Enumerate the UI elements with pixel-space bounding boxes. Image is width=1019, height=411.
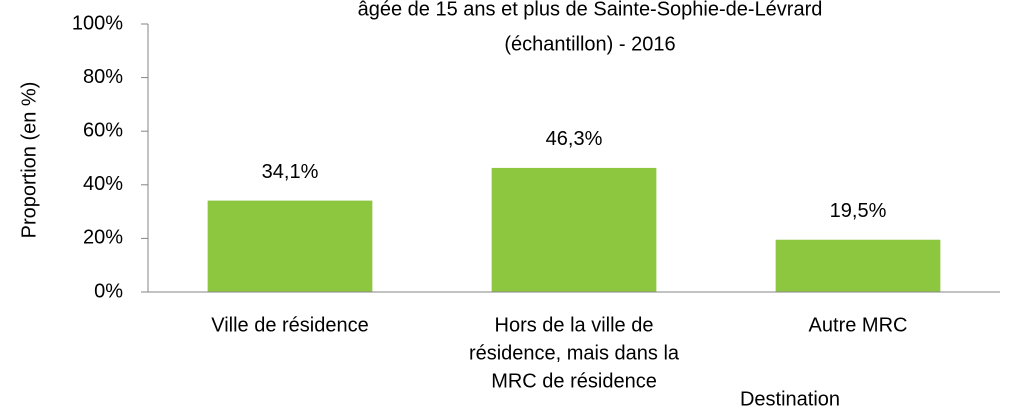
bar (775, 239, 941, 292)
y-tick-label: 100% (72, 12, 123, 34)
y-axis-label: Proportion (en %) (18, 82, 40, 239)
x-tick-label: résidence, mais dans la (469, 342, 680, 364)
data-label: 34,1% (262, 161, 319, 183)
x-tick-label: MRC de résidence (491, 370, 657, 392)
y-tick-label: 0% (94, 280, 123, 302)
x-tick-label: Hors de la ville de (495, 314, 654, 336)
bar (491, 167, 657, 292)
data-label: 19,5% (830, 200, 887, 222)
x-axis-label: Destination (740, 388, 840, 410)
y-tick-label: 60% (83, 119, 123, 141)
y-tick-label: 40% (83, 173, 123, 195)
y-tick-label: 20% (83, 227, 123, 249)
data-label: 46,3% (546, 128, 603, 150)
y-tick-label: 80% (83, 66, 123, 88)
x-tick-label: Ville de résidence (211, 314, 369, 336)
chart-title: âgée de 15 ans et plus de Sainte-Sophie-… (358, 0, 823, 20)
bar (207, 200, 373, 292)
chart-title: (échantillon) - 2016 (504, 33, 675, 55)
x-tick-label: Autre MRC (809, 314, 908, 336)
